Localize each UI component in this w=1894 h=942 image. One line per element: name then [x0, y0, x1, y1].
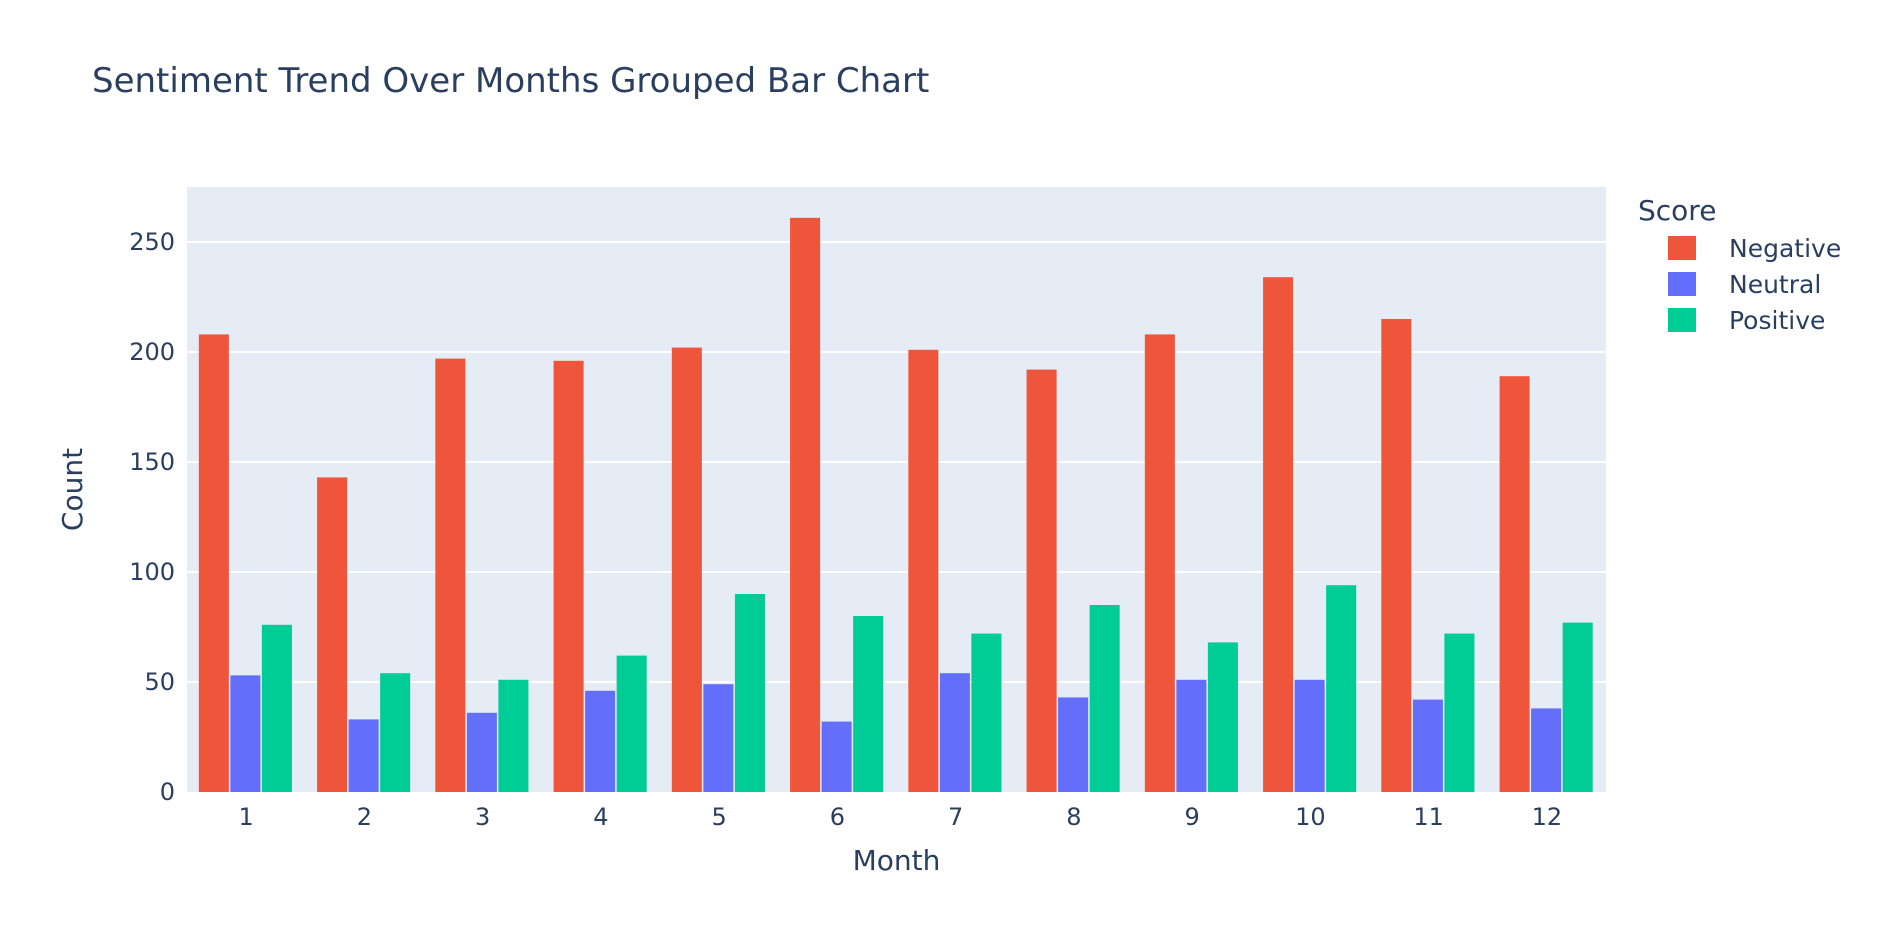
bar-negative-month-10[interactable] [1263, 277, 1294, 792]
x-tick-label: 3 [475, 803, 490, 831]
bar-neutral-month-10[interactable] [1294, 679, 1325, 792]
x-tick-label: 8 [1066, 803, 1081, 831]
bar-positive-month-11[interactable] [1444, 633, 1475, 792]
x-tick-label: 10 [1295, 803, 1326, 831]
bar-positive-month-8[interactable] [1089, 605, 1120, 792]
bar-neutral-month-11[interactable] [1412, 699, 1443, 792]
x-tick-label: 6 [830, 803, 845, 831]
bar-negative-month-9[interactable] [1144, 334, 1175, 792]
y-tick-label: 150 [129, 448, 175, 476]
gridlines [187, 241, 1606, 683]
bars [198, 217, 1593, 793]
bar-positive-month-10[interactable] [1326, 585, 1357, 792]
x-axis-title: Month [853, 844, 941, 877]
x-tick-label: 1 [238, 803, 253, 831]
legend-swatch-positive[interactable] [1668, 308, 1696, 332]
bar-negative-month-4[interactable] [553, 360, 584, 792]
plot-area [187, 187, 1606, 792]
bar-negative-month-5[interactable] [671, 347, 702, 792]
bar-negative-month-8[interactable] [1026, 369, 1057, 792]
bar-negative-month-3[interactable] [435, 358, 466, 792]
bar-neutral-month-1[interactable] [230, 675, 261, 792]
bar-negative-month-2[interactable] [317, 477, 348, 792]
y-axis-ticks: 0 50 100 150 200 250 [129, 228, 175, 806]
chart-title: Sentiment Trend Over Months Grouped Bar … [92, 61, 929, 101]
y-tick-label: 50 [144, 668, 175, 696]
legend-swatch-negative[interactable] [1668, 236, 1696, 260]
bar-neutral-month-9[interactable] [1176, 679, 1207, 792]
legend-swatch-neutral[interactable] [1668, 272, 1696, 296]
bar-positive-month-7[interactable] [971, 633, 1002, 792]
bar-positive-month-6[interactable] [853, 616, 884, 792]
bar-negative-month-6[interactable] [790, 217, 821, 793]
x-tick-label: 5 [711, 803, 726, 831]
bar-neutral-month-7[interactable] [939, 673, 970, 792]
y-axis-title: Count [56, 448, 89, 531]
bar-negative-month-7[interactable] [908, 349, 939, 792]
y-tick-label: 200 [129, 338, 175, 366]
x-axis-ticks: 1 2 3 4 5 6 7 8 9 10 11 12 [238, 803, 1562, 831]
bar-positive-month-2[interactable] [380, 673, 411, 792]
bar-neutral-month-8[interactable] [1058, 697, 1089, 792]
bar-neutral-month-12[interactable] [1531, 708, 1562, 792]
x-tick-label: 9 [1184, 803, 1199, 831]
bar-neutral-month-5[interactable] [703, 684, 734, 792]
x-tick-label: 11 [1413, 803, 1444, 831]
legend-label-positive[interactable]: Positive [1729, 306, 1825, 335]
y-tick-label: 0 [160, 778, 175, 806]
bar-neutral-month-3[interactable] [466, 712, 497, 792]
bar-neutral-month-4[interactable] [585, 690, 616, 792]
bar-neutral-month-6[interactable] [821, 721, 852, 792]
bar-negative-month-11[interactable] [1381, 319, 1412, 792]
x-tick-label: 12 [1532, 803, 1563, 831]
bar-neutral-month-2[interactable] [348, 719, 379, 792]
bar-positive-month-5[interactable] [734, 594, 765, 792]
bar-positive-month-3[interactable] [498, 679, 529, 792]
legend-label-negative[interactable]: Negative [1729, 234, 1841, 263]
x-tick-label: 7 [948, 803, 963, 831]
legend-title: Score [1638, 194, 1716, 227]
bar-positive-month-9[interactable] [1207, 642, 1238, 792]
y-tick-label: 100 [129, 558, 175, 586]
bar-positive-month-12[interactable] [1562, 622, 1593, 792]
x-tick-label: 2 [357, 803, 372, 831]
legend-label-neutral[interactable]: Neutral [1729, 270, 1821, 299]
bar-positive-month-4[interactable] [616, 655, 647, 792]
bar-negative-month-12[interactable] [1499, 376, 1530, 792]
y-tick-label: 250 [129, 228, 175, 256]
bar-negative-month-1[interactable] [198, 334, 229, 792]
legend[interactable]: Score Negative Neutral Positive [1638, 194, 1841, 335]
bar-positive-month-1[interactable] [261, 624, 292, 792]
x-tick-label: 4 [593, 803, 608, 831]
